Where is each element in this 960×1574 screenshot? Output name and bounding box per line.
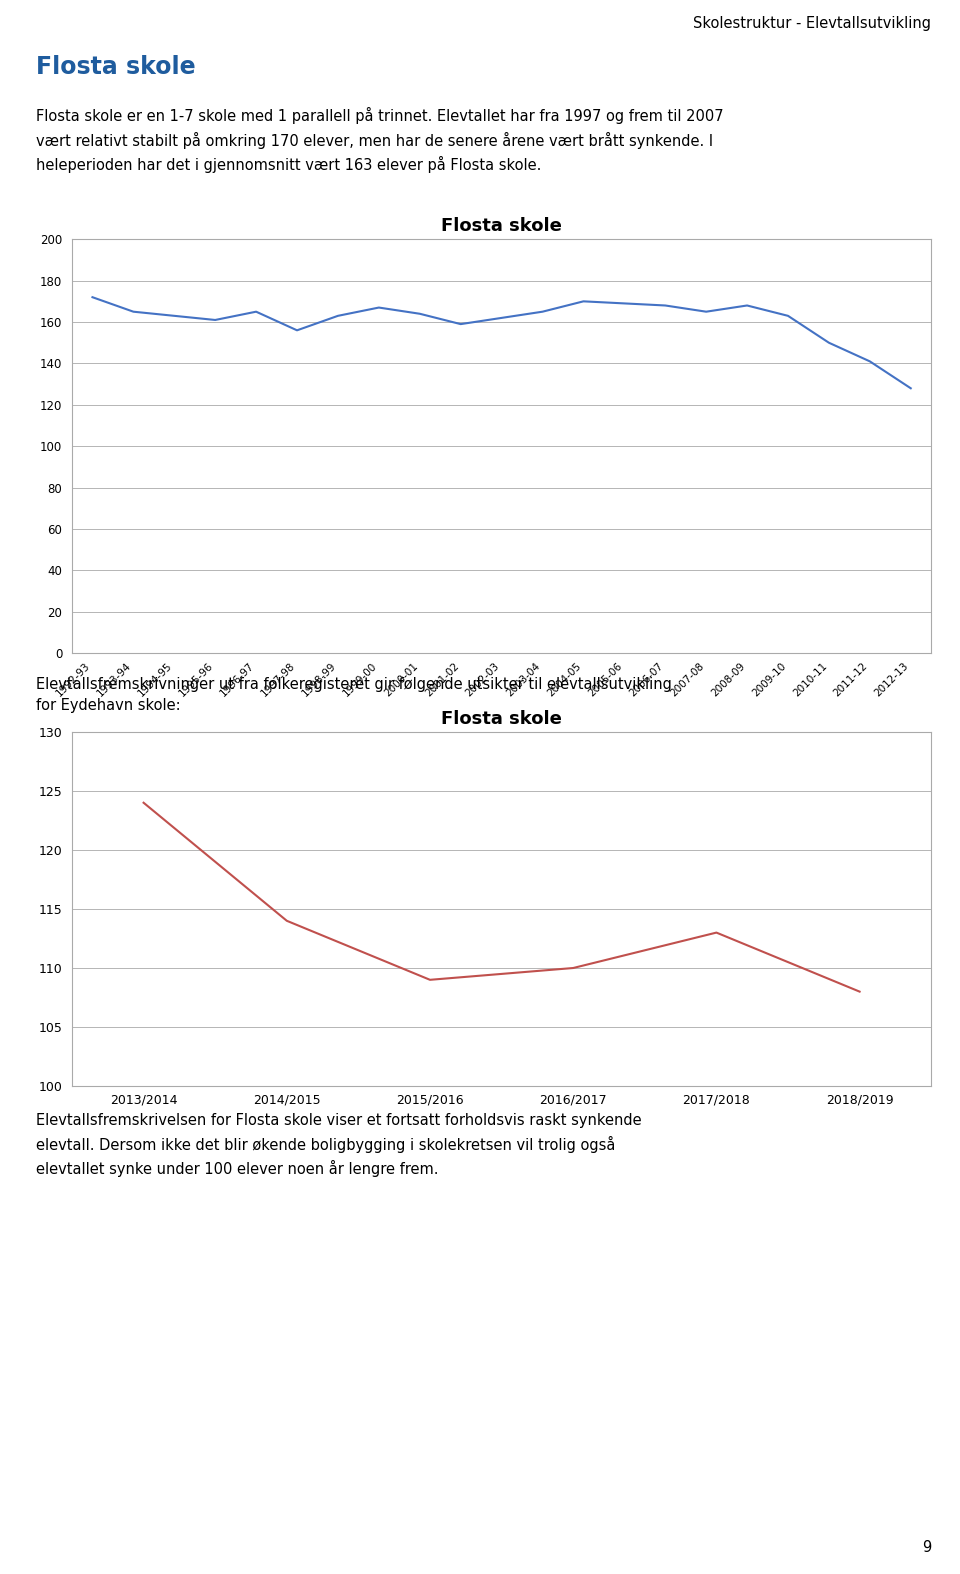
- Title: Flosta skole: Flosta skole: [442, 217, 562, 235]
- Text: 9: 9: [922, 1539, 931, 1555]
- Text: Flosta skole: Flosta skole: [36, 55, 196, 79]
- Title: Flosta skole: Flosta skole: [442, 710, 562, 727]
- Text: Elevtallsfremskrivninger ut fra folkeregisteret gir følgende utsikter til elevta: Elevtallsfremskrivninger ut fra folkereg…: [36, 677, 672, 713]
- Text: Flosta skole er en 1-7 skole med 1 parallell på trinnet. Elevtallet har fra 1997: Flosta skole er en 1-7 skole med 1 paral…: [36, 107, 724, 173]
- Text: Elevtallsfremskrivelsen for Flosta skole viser et fortsatt forholdsvis raskt syn: Elevtallsfremskrivelsen for Flosta skole…: [36, 1113, 642, 1177]
- Text: Skolestruktur - Elevtallsutvikling: Skolestruktur - Elevtallsutvikling: [693, 16, 931, 31]
